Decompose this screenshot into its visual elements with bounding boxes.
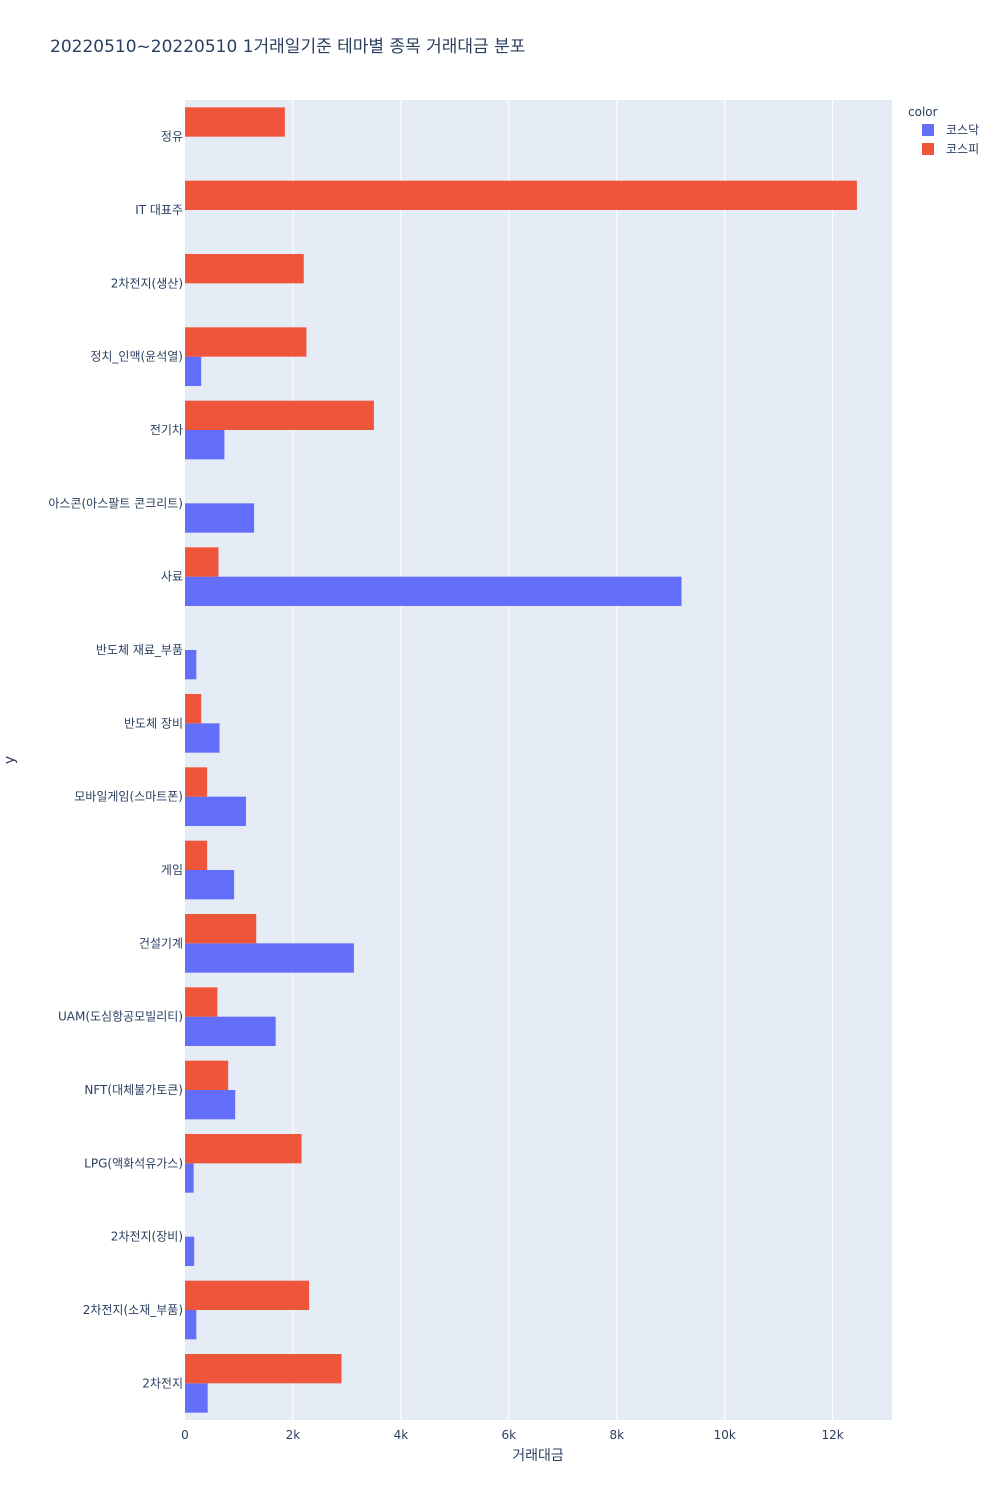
- bar-kosdaq: [185, 430, 225, 460]
- y-tick-label: IT 대표주: [135, 203, 183, 217]
- chart-title: 20220510~20220510 1거래일기준 테마별 종목 거래대금 분포: [50, 37, 526, 57]
- bar-kosdaq: [185, 1236, 195, 1266]
- x-tick-label: 6k: [502, 1428, 517, 1442]
- x-tick-label: 8k: [609, 1428, 624, 1442]
- plot-background: [185, 100, 892, 1420]
- bar-kosdaq: [185, 870, 235, 900]
- bar-kosdaq: [185, 650, 197, 680]
- bar-kospi: [185, 107, 285, 137]
- bar-kospi: [185, 694, 202, 724]
- y-tick-label: LPG(액화석유가스): [84, 1156, 183, 1170]
- bar-kosdaq: [185, 943, 354, 973]
- bar-kospi: [185, 914, 257, 944]
- legend-title: color: [908, 105, 938, 119]
- bar-kosdaq: [185, 1016, 276, 1046]
- y-tick-label: 2차전지(생산): [111, 276, 183, 290]
- bars: [185, 107, 857, 1413]
- y-tick-label: 정유: [161, 130, 183, 144]
- bar-kospi: [185, 840, 208, 870]
- legend-swatch[interactable]: [922, 124, 934, 136]
- bar-kospi: [185, 1060, 229, 1090]
- y-axis-title: y: [2, 756, 18, 764]
- bar-kospi: [185, 254, 304, 284]
- bar-kospi: [185, 547, 219, 577]
- x-tick-label: 12k: [822, 1428, 844, 1442]
- gridlines: [292, 100, 834, 1420]
- bar-kospi: [185, 1354, 342, 1384]
- bar-kosdaq: [185, 576, 682, 606]
- y-tick-label: NFT(대체불가토큰): [84, 1083, 183, 1097]
- bar-kosdaq: [185, 1310, 197, 1340]
- y-tick-label: 2차전지(장비): [111, 1230, 183, 1244]
- bar-kospi: [185, 400, 374, 430]
- bar-kosdaq: [185, 503, 255, 533]
- x-tick-label: 10k: [714, 1428, 736, 1442]
- bar-kosdaq: [185, 796, 246, 826]
- y-tick-label: 사료: [161, 570, 183, 584]
- y-tick-label: 아스콘(아스팔트 콘크리트): [48, 496, 183, 510]
- x-tick-label: 4k: [394, 1428, 409, 1442]
- bar-kosdaq: [185, 1163, 194, 1193]
- y-tick-label: 전기차: [150, 423, 183, 437]
- y-tick-label: 정치_인맥(윤석열): [90, 350, 183, 364]
- legend-swatch[interactable]: [922, 143, 934, 155]
- legend-label[interactable]: 코스닥: [946, 123, 979, 137]
- y-tick-label: 2차전지: [142, 1376, 183, 1390]
- x-tick-label: 2k: [286, 1428, 301, 1442]
- y-tick-label: 모바일게임(스마트폰): [74, 790, 183, 804]
- y-tick-label: 건설기계: [139, 936, 183, 950]
- bar-kosdaq: [185, 723, 220, 753]
- y-tick-label: 게임: [161, 863, 183, 877]
- y-tick-label: UAM(도심항공모빌리티): [58, 1010, 183, 1024]
- x-axis-title: 거래대금: [512, 1448, 564, 1464]
- y-tick-label: 2차전지(소재_부품): [83, 1303, 183, 1317]
- legend-label[interactable]: 코스피: [946, 142, 979, 156]
- bar-kospi: [185, 327, 307, 357]
- bar-kospi: [185, 1134, 302, 1164]
- bar-kosdaq: [185, 1383, 208, 1413]
- bar-kospi: [185, 767, 208, 797]
- bar-kospi: [185, 987, 218, 1017]
- x-tick-label: 0: [181, 1428, 189, 1442]
- bar-kosdaq: [185, 356, 202, 386]
- y-tick-label: 반도체 재료_부품: [96, 643, 183, 657]
- bar-kospi: [185, 180, 857, 210]
- x-axis-ticks: 0 2k 4k 6k 8k 10k 12k: [181, 1428, 844, 1442]
- bar-kosdaq: [185, 1090, 236, 1120]
- y-tick-label: 반도체 장비: [124, 716, 183, 730]
- bar-kospi: [185, 1280, 310, 1310]
